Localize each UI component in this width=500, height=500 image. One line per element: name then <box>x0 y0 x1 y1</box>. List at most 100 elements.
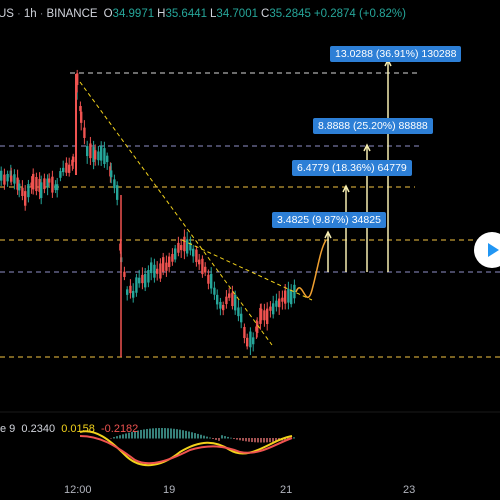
play-icon <box>488 243 499 257</box>
candle <box>86 146 89 157</box>
macd-histogram-bar <box>215 438 217 440</box>
candle <box>147 270 150 283</box>
symbol-name[interactable]: US <box>0 8 14 20</box>
symbol-header: US · 1h · BINANCE O 34.9971 H 35.6441 L … <box>0 5 409 23</box>
open-label: O <box>103 8 113 20</box>
target-label-2[interactable]: 6.4779 (18.36%) 64779 <box>292 160 412 176</box>
candle <box>30 182 33 188</box>
trend-line <box>79 81 273 346</box>
play-button[interactable] <box>474 232 500 268</box>
interval[interactable]: 1h <box>23 8 37 20</box>
candle <box>219 301 222 309</box>
macd-histogram-bar <box>161 428 163 439</box>
close-value: 35.2845 <box>269 8 311 20</box>
candle <box>51 176 54 193</box>
candle <box>210 273 213 289</box>
candle <box>80 111 83 123</box>
macd-histogram-bar <box>155 428 157 439</box>
macd-histogram-bar <box>128 432 130 439</box>
macd-histogram-bar <box>131 431 133 439</box>
candle <box>3 174 6 185</box>
candle <box>168 256 171 268</box>
macd-histogram-bar <box>143 429 145 439</box>
macd-histogram-bar <box>119 435 121 439</box>
target-arrow-head <box>324 230 332 239</box>
macd-histogram-bar <box>176 429 178 439</box>
candle <box>252 337 255 345</box>
candle <box>13 174 16 184</box>
macd-histogram-bar <box>251 438 253 443</box>
macd-histogram-bar <box>197 433 199 439</box>
candle <box>56 184 59 191</box>
candle <box>54 184 57 190</box>
macd-histogram-bar <box>293 437 295 439</box>
candle <box>222 304 225 311</box>
header-separator: · <box>39 8 44 20</box>
macd-histogram-bar <box>224 436 226 439</box>
candle <box>204 266 207 273</box>
target-label-4[interactable]: 13.0288 (36.91%) 130288 <box>330 46 462 62</box>
macd-histogram-bar <box>275 438 277 442</box>
candle <box>293 284 296 299</box>
target-label-1[interactable]: 3.4825 (9.87%) 34825 <box>272 212 386 228</box>
header-separator: · <box>16 8 21 20</box>
x-tick-label: 19 <box>163 484 176 496</box>
candle <box>171 254 174 262</box>
macd-histogram-bar <box>173 428 175 439</box>
candle <box>62 167 65 173</box>
candle <box>256 321 259 334</box>
candle <box>275 300 278 307</box>
candle <box>281 297 284 302</box>
candle <box>234 294 237 311</box>
macd-value-2: 0.0158 <box>61 423 95 435</box>
macd-histogram-bar <box>239 438 241 441</box>
macd-histogram-bar <box>191 432 193 439</box>
candle <box>106 155 109 163</box>
macd-histogram-bar <box>188 431 190 439</box>
macd-histogram-bar <box>125 433 127 439</box>
macd-histogram-bar <box>170 428 172 439</box>
candle <box>10 175 13 182</box>
macd-legend: e 9 0.2340 0.0158 -0.2182 <box>0 423 138 435</box>
macd-histogram-bar <box>206 436 208 439</box>
x-tick-label: 21 <box>280 484 293 496</box>
open-value: 34.9971 <box>112 8 155 20</box>
x-tick-label: 23 <box>403 484 416 496</box>
candle <box>94 150 97 160</box>
macd-histogram-bar <box>113 437 115 439</box>
candle <box>266 308 269 324</box>
candle <box>150 262 153 274</box>
macd-histogram-bar <box>245 438 247 442</box>
candle <box>123 271 126 277</box>
candle <box>278 298 281 308</box>
candle <box>65 162 68 173</box>
candle <box>243 326 246 339</box>
candle <box>225 296 228 305</box>
target-label-3[interactable]: 8.8888 (25.20%) 88888 <box>313 118 433 134</box>
candle <box>110 170 113 178</box>
candle <box>207 274 210 284</box>
change-value: +0.2874 (+0.82%) <box>313 8 406 20</box>
candle <box>240 313 243 323</box>
close-label: C <box>261 8 270 20</box>
macd-histogram-bar <box>269 438 271 443</box>
macd-histogram-bar <box>140 429 142 439</box>
target-arrow-head <box>363 143 371 152</box>
macd-histogram-bar <box>260 438 262 443</box>
candle <box>38 178 41 192</box>
candle <box>177 242 180 253</box>
candle <box>126 289 129 295</box>
candle <box>135 277 138 293</box>
candle <box>40 182 43 198</box>
macd-histogram-bar <box>227 436 229 439</box>
candle <box>272 303 275 315</box>
macd-histogram-bar <box>230 437 232 439</box>
macd-histogram-bar <box>152 428 154 439</box>
projection-curve <box>295 239 327 299</box>
candle <box>132 290 135 298</box>
macd-histogram-bar <box>200 434 202 439</box>
macd-histogram-bar <box>209 437 211 439</box>
low-label: L <box>210 8 217 20</box>
